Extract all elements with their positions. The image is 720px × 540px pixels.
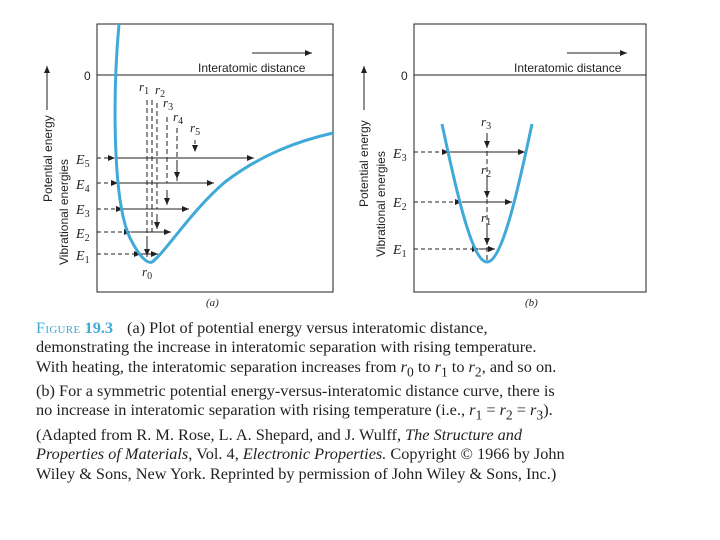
- panel-a-r4-label: r4: [173, 109, 183, 127]
- panel-b-y-axis-label-1: Potential energy: [357, 120, 371, 207]
- panel-a-e5-label: E5: [75, 153, 90, 170]
- panel-b-r3-label: r3: [481, 114, 491, 132]
- caption-line-4: (b) For a symmetric potential energy-ver…: [36, 381, 555, 401]
- panel-b: 0 Interatomic distance Potential energy …: [357, 23, 647, 309]
- panel-a-e1-label: E1: [75, 249, 90, 266]
- panel-a-e4-label: E4: [75, 178, 90, 195]
- panel-a-e2-label: E2: [75, 227, 90, 244]
- panel-a-r5-label: r5: [190, 120, 200, 138]
- panel-b-r1-label: r1: [481, 210, 491, 228]
- caption-line-5: no increase in interatomic separation wi…: [36, 400, 553, 423]
- panel-b-y-axis-label-2: Vibrational energies: [374, 151, 388, 257]
- panel-b-e1-label: E1: [392, 243, 407, 260]
- panel-a-e3-label: E3: [75, 203, 90, 220]
- panel-a-r3-label: r3: [163, 95, 173, 113]
- panel-a-zero-label: 0: [84, 69, 91, 83]
- panel-a-y-axis-label-1: Potential energy: [41, 115, 55, 202]
- panel-a-label: (a): [206, 297, 219, 309]
- caption-line-6: (Adapted from R. M. Rose, L. A. Shepard,…: [36, 424, 523, 444]
- caption-line-2: demonstrating the increase in interatomi…: [36, 337, 537, 357]
- panel-b-frame: [413, 23, 647, 293]
- panel-b-r2-label: r2: [481, 162, 491, 180]
- caption-line-1: Figure 19.3 (a) Plot of potential energy …: [36, 318, 676, 337]
- caption-line-8: Wiley & Sons, New York. Reprinted by per…: [36, 463, 557, 483]
- panel-b-x-axis-label: Interatomic distance: [514, 61, 622, 75]
- panel-a-r2-label: r2: [155, 82, 165, 100]
- caption-text: (a) Plot of potential energy versus inte…: [127, 318, 488, 337]
- panel-a-r1-label: r1: [139, 79, 149, 97]
- panel-a-r0-label: r0: [142, 264, 152, 282]
- figure-caption: Figure 19.3 (a) Plot of potential energy …: [36, 318, 676, 483]
- panel-a: 0 Interatomic distance Potential energy …: [41, 23, 334, 309]
- panel-b-zero-label: 0: [401, 69, 408, 83]
- caption-figure-number: 19.3: [84, 318, 114, 337]
- panel-b-e2-label: E2: [392, 196, 407, 213]
- panel-a-y-axis-label-2: Vibrational energies: [57, 159, 71, 265]
- caption-figure-word: Figure: [36, 318, 81, 337]
- panel-b-label: (b): [525, 297, 538, 309]
- panel-b-potential-curve: [440, 123, 534, 264]
- figure-diagram: 0 Interatomic distance Potential energy …: [41, 23, 647, 309]
- panel-a-x-axis-label: Interatomic distance: [198, 61, 306, 75]
- caption-line-3: With heating, the interatomic separation…: [36, 356, 557, 379]
- panel-b-e3-label: E3: [392, 147, 407, 164]
- panel-a-potential-curve: [113, 23, 334, 264]
- caption-line-7: Properties of Materials, Vol. 4, Electro…: [36, 444, 565, 464]
